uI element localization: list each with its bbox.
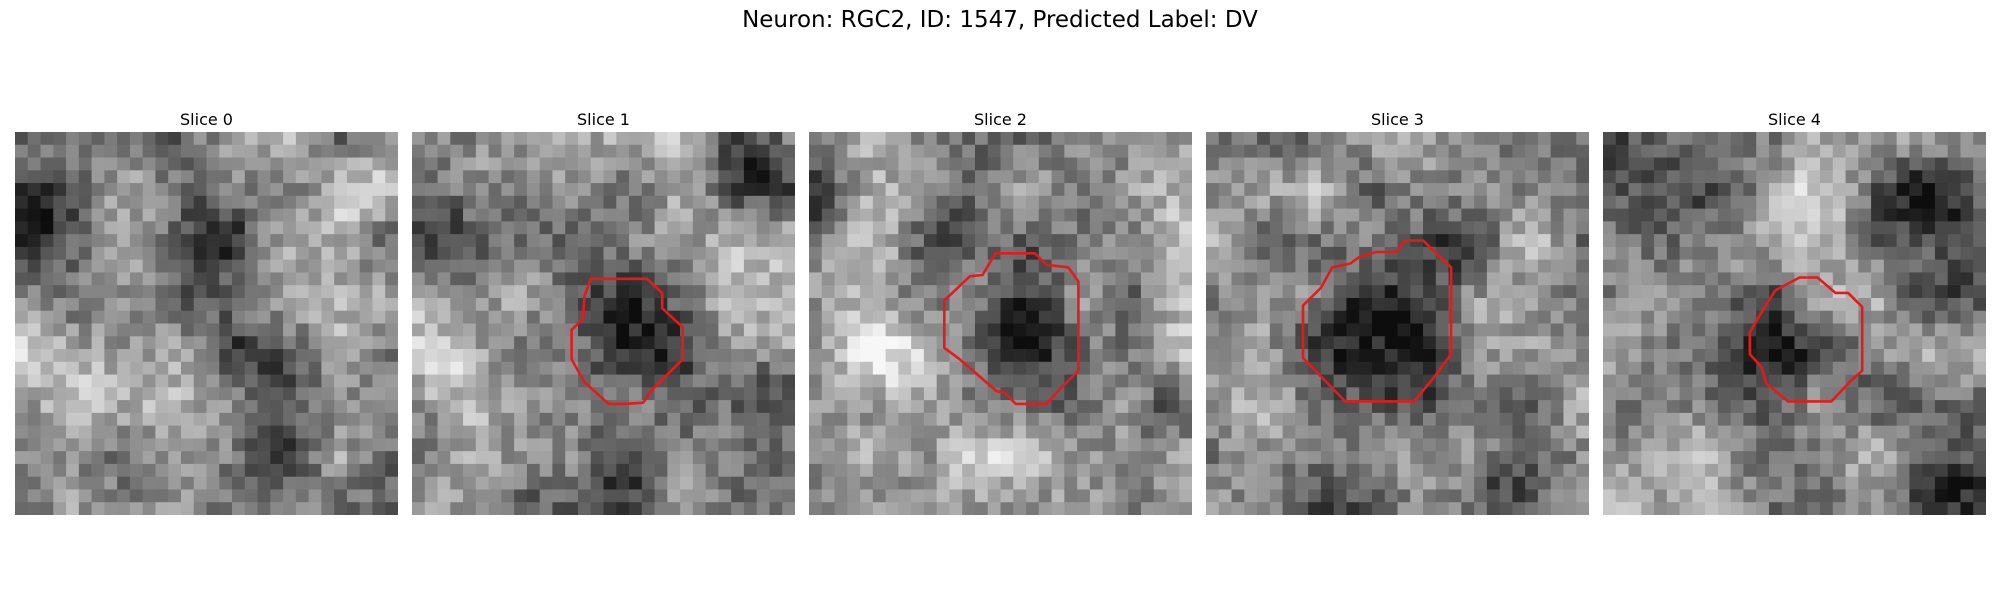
pixel-grid — [412, 132, 795, 515]
slice-title-0: Slice 0 — [180, 110, 233, 129]
roi-contour — [1301, 239, 1453, 403]
roi-contour — [1748, 276, 1864, 403]
slice-panel-3: Slice 3 — [1206, 108, 1589, 515]
slice-title-4: Slice 4 — [1768, 110, 1821, 129]
slice-image-4 — [1603, 132, 1986, 515]
pixel-grid — [15, 132, 398, 515]
slice-image-1 — [412, 132, 795, 515]
roi-contour — [943, 252, 1080, 406]
slice-panel-2: Slice 2 — [809, 108, 1192, 515]
slice-title-1: Slice 1 — [577, 110, 630, 129]
slice-panel-0: Slice 0 — [15, 108, 398, 515]
slice-title-2: Slice 2 — [974, 110, 1027, 129]
slice-title-3: Slice 3 — [1371, 110, 1424, 129]
slice-image-0 — [15, 132, 398, 515]
slice-panel-1: Slice 1 — [412, 108, 795, 515]
figure-title: Neuron: RGC2, ID: 1547, Predicted Label:… — [742, 7, 1258, 33]
slice-panel-4: Slice 4 — [1603, 108, 1986, 515]
pixel-grid — [1603, 132, 1986, 515]
slice-image-2 — [809, 132, 1192, 515]
pixel-grid — [1206, 132, 1589, 515]
pixel-grid — [809, 132, 1192, 515]
slice-image-3 — [1206, 132, 1589, 515]
roi-contour — [570, 277, 685, 406]
